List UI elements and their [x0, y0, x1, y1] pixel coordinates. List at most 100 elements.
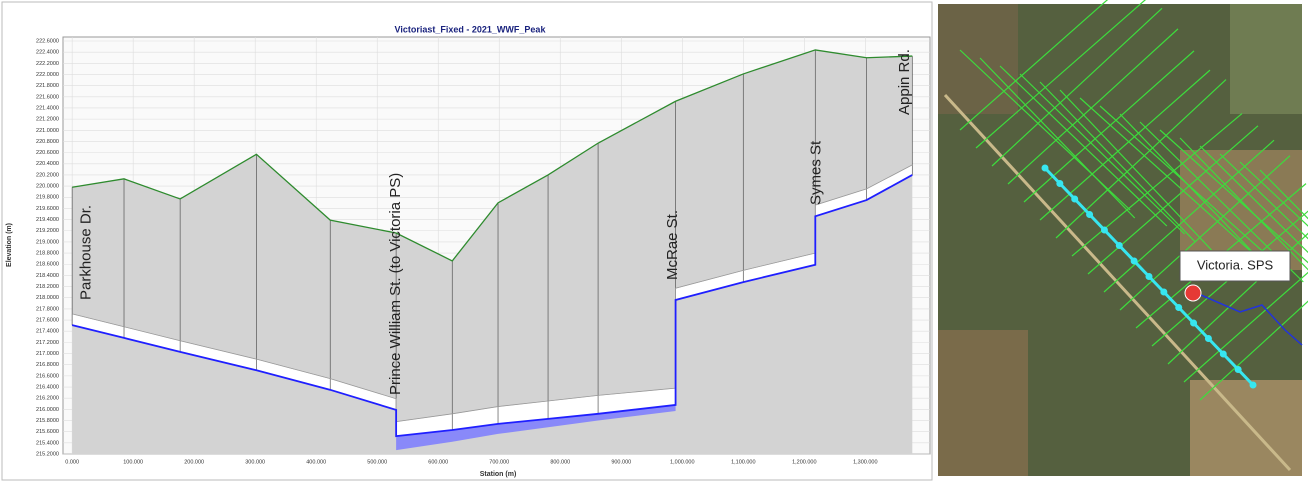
street [1219, 153, 1308, 240]
street [1071, 113, 1243, 257]
street [1119, 113, 1275, 275]
y-tick-label: 220.6000 [36, 150, 59, 156]
y-tick-label: 219.0000 [36, 239, 59, 245]
street [1039, 81, 1196, 243]
manhole [1071, 195, 1079, 203]
field [938, 330, 1028, 476]
x-tick-label: 0.000 [65, 459, 79, 465]
y-tick-label: 217.4000 [36, 329, 59, 335]
street [1055, 79, 1227, 239]
y-tick-label: 219.8000 [36, 195, 59, 201]
y-tick-label: 217.0000 [36, 351, 59, 357]
manhole [1204, 335, 1212, 342]
y-tick-label: 219.4000 [36, 217, 59, 223]
y-tick-label: 217.8000 [36, 306, 59, 312]
x-tick-label: 1,200.000 [792, 459, 816, 465]
y-tick-label: 216.2000 [36, 396, 59, 402]
manhole [1100, 226, 1108, 234]
y-tick-label: 222.2000 [36, 61, 59, 67]
y-tick-label: 220.0000 [36, 184, 59, 190]
manhole [1056, 180, 1064, 187]
manhole [1160, 288, 1168, 296]
pump-station [1184, 284, 1202, 302]
x-tick-label: 500.000 [367, 459, 387, 465]
street [1167, 232, 1308, 365]
street [1087, 125, 1259, 275]
y-tick-label: 215.2000 [36, 451, 59, 457]
x-tick-label: 800.000 [550, 459, 570, 465]
y-tick-label: 218.8000 [36, 251, 59, 257]
street [1059, 89, 1212, 251]
y-tick-label: 221.8000 [36, 83, 59, 89]
manhole [1190, 319, 1198, 327]
street-label: McRae St. [664, 210, 681, 280]
y-tick-label: 220.2000 [36, 172, 59, 178]
callout-box [1179, 250, 1291, 282]
x-tick-label: 1,300.000 [853, 459, 877, 465]
sewer-route [1041, 164, 1257, 389]
x-tick-label: 1,100.000 [731, 459, 755, 465]
street [1039, 69, 1211, 221]
street [1119, 155, 1291, 311]
street [1179, 137, 1308, 271]
y-tick-label: 218.4000 [36, 273, 59, 279]
y-tick-label: 218.2000 [36, 284, 59, 290]
manhole [1041, 164, 1049, 172]
y-tick-label: 220.4000 [36, 161, 59, 167]
y-tick-label: 222.4000 [36, 50, 59, 56]
y-tick-label: 221.2000 [36, 117, 59, 123]
y-tick-label: 216.4000 [36, 384, 59, 390]
x-tick-label: 1,000.000 [670, 459, 694, 465]
street-label: Appin Rd. [896, 49, 913, 115]
x-tick-label: 100.000 [123, 459, 143, 465]
soil-area [72, 49, 913, 455]
plot [62, 36, 931, 455]
streets [959, 0, 1308, 401]
street [1259, 169, 1308, 220]
y-tick-label: 218.0000 [36, 295, 59, 301]
y-tick-label: 215.8000 [36, 418, 59, 424]
map: Victoria. SPS [938, 0, 1308, 476]
y-tick-label: 216.8000 [36, 362, 59, 368]
y-tick-label: 216.6000 [36, 373, 59, 379]
street-label: Symes St [807, 140, 824, 205]
y-tick-label: 222.6000 [36, 38, 59, 44]
y-tick-label: 222.0000 [36, 72, 59, 78]
x-tick-label: 400.000 [306, 459, 326, 465]
y-tick-label: 217.6000 [36, 318, 59, 324]
road [943, 93, 1292, 472]
y-tick-label: 216.0000 [36, 407, 59, 413]
street [975, 0, 1147, 149]
street [1079, 97, 1259, 259]
manhole [1086, 211, 1094, 218]
flow-band [396, 404, 676, 451]
street-label: Prince William St. (to Victoria PS) [387, 173, 404, 395]
y-tick-label: 215.4000 [36, 440, 59, 446]
street [1239, 161, 1308, 227]
y-tick-label: 218.6000 [36, 262, 59, 268]
y-tick-label: 219.6000 [36, 206, 59, 212]
street [999, 65, 1168, 227]
manhole [1249, 381, 1257, 389]
manhole [1175, 304, 1183, 311]
manhole [1115, 242, 1123, 249]
field [1190, 380, 1302, 476]
x-tick-label: 700.000 [489, 459, 509, 465]
x-tick-label: 300.000 [245, 459, 265, 465]
forcemain [1200, 294, 1303, 346]
street [1007, 28, 1179, 185]
street [1103, 139, 1275, 293]
y-tick-label: 221.0000 [36, 128, 59, 134]
y-tick-label: 217.2000 [36, 340, 59, 346]
street [959, 0, 1109, 131]
x-tick-label: 600.000 [428, 459, 448, 465]
street [991, 7, 1163, 167]
y-tick-label: 220.8000 [36, 139, 59, 145]
y-axis-label: Elevation (m) [6, 223, 13, 267]
chart-title: Victoriast_Fixed - 2021_WWF_Peak [395, 24, 547, 34]
manhole [1219, 350, 1227, 358]
y-tick-label: 221.4000 [36, 105, 59, 111]
invert-line [71, 174, 913, 438]
